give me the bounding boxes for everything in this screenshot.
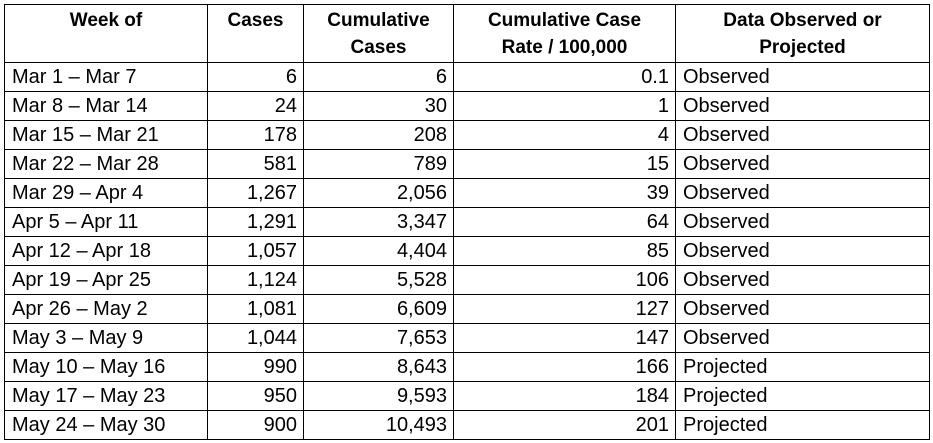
cell-week-of: Apr 19 – Apr 25 [4,265,208,295]
table-header: Week of Cases Cumulative Cases Cumulativ… [4,4,930,63]
cell-cases: 950 [207,381,304,411]
header-cases: Cases [207,4,304,63]
cell-cases: 1,081 [207,294,304,324]
cell-data-status: Observed [675,207,930,237]
cell-cases: 1,291 [207,207,304,237]
cell-case-rate: 147 [453,323,676,353]
cell-cumulative-cases: 8,643 [303,352,454,382]
cell-cumulative-cases: 10,493 [303,410,454,440]
table-body: Mar 1 – Mar 7 6 6 0.1 Observed Mar 8 – Mar 14… [4,62,930,440]
table-row: Mar 8 – Mar 14 24 30 1 Observed [4,91,930,121]
cell-week-of: May 24 – May 30 [4,410,208,440]
cell-data-status: Observed [675,91,930,121]
cell-case-rate: 184 [453,381,676,411]
header-week-of-line-1: Week of [69,10,143,31]
cell-cumulative-cases: 4,404 [303,236,454,266]
cell-cases: 1,267 [207,178,304,208]
table-row: Mar 29 – Apr 4 1,267 2,056 39 Observed [4,178,930,208]
cell-data-status: Observed [675,236,930,266]
cell-case-rate: 15 [453,149,676,179]
cell-week-of: Apr 12 – Apr 18 [4,236,208,266]
table-row: Mar 22 – Mar 28 581 789 15 Observed [4,149,930,179]
table-row: May 3 – May 9 1,044 7,653 147 Observed [4,323,930,353]
cell-week-of: Apr 5 – Apr 11 [4,207,208,237]
cell-week-of: Mar 1 – Mar 7 [4,62,208,92]
cell-cases: 900 [207,410,304,440]
cell-cumulative-cases: 789 [303,149,454,179]
cell-cases: 6 [207,62,304,92]
cell-cumulative-cases: 30 [303,91,454,121]
header-row: Week of Cases Cumulative Cases Cumulativ… [4,4,930,63]
table-row: Apr 19 – Apr 25 1,124 5,528 106 Observed [4,265,930,295]
cell-week-of: Mar 29 – Apr 4 [4,178,208,208]
cell-case-rate: 1 [453,91,676,121]
header-cumulative-cases-line-1: Cumulative [327,10,430,31]
cell-case-rate: 106 [453,265,676,295]
cell-case-rate: 4 [453,120,676,150]
table-row: Mar 15 – Mar 21 178 208 4 Observed [4,120,930,150]
cell-cumulative-cases: 6,609 [303,294,454,324]
cell-cumulative-cases: 2,056 [303,178,454,208]
cell-data-status: Observed [675,294,930,324]
cell-data-status: Observed [675,178,930,208]
cell-cases: 1,044 [207,323,304,353]
table-row: Apr 5 – Apr 11 1,291 3,347 64 Observed [4,207,930,237]
cell-case-rate: 166 [453,352,676,382]
header-week-of: Week of [4,4,208,63]
cell-data-status: Projected [675,352,930,382]
cell-cases: 24 [207,91,304,121]
table-row: Apr 12 – Apr 18 1,057 4,404 85 Observed [4,236,930,266]
cell-cases: 1,124 [207,265,304,295]
cell-data-status: Projected [675,410,930,440]
header-cases-line-1: Cases [227,10,284,31]
cell-week-of: Mar 8 – Mar 14 [4,91,208,121]
cell-data-status: Observed [675,120,930,150]
weekly-cases-table: Week of Cases Cumulative Cases Cumulativ… [4,4,930,440]
cell-week-of: Apr 26 – May 2 [4,294,208,324]
cell-week-of: Mar 22 – Mar 28 [4,149,208,179]
cell-week-of: May 17 – May 23 [4,381,208,411]
table-row: May 10 – May 16 990 8,643 166 Projected [4,352,930,382]
cell-case-rate: 64 [453,207,676,237]
header-cumulative-case-rate-line-2: Rate / 100,000 [501,37,628,58]
header-cumulative-case-rate: Cumulative Case Rate / 100,000 [453,4,676,63]
cell-cumulative-cases: 5,528 [303,265,454,295]
header-cumulative-cases: Cumulative Cases [303,4,454,63]
table-row: May 24 – May 30 900 10,493 201 Projected [4,410,930,440]
cell-cases: 178 [207,120,304,150]
cell-data-status: Projected [675,381,930,411]
cell-case-rate: 127 [453,294,676,324]
cell-cumulative-cases: 9,593 [303,381,454,411]
header-data-observed-line-2: Projected [759,37,846,58]
cell-week-of: May 10 – May 16 [4,352,208,382]
cell-data-status: Observed [675,149,930,179]
cell-case-rate: 0.1 [453,62,676,92]
header-cumulative-cases-line-2: Cases [350,37,407,58]
table-row: May 17 – May 23 950 9,593 184 Projected [4,381,930,411]
cell-cases: 1,057 [207,236,304,266]
cell-data-status: Observed [675,323,930,353]
cell-case-rate: 85 [453,236,676,266]
cell-week-of: Mar 15 – Mar 21 [4,120,208,150]
cell-case-rate: 39 [453,178,676,208]
cell-case-rate: 201 [453,410,676,440]
header-cumulative-case-rate-line-1: Cumulative Case [487,10,642,31]
header-data-observed-or-projected: Data Observed or Projected [675,4,930,63]
cell-data-status: Observed [675,265,930,295]
cell-cumulative-cases: 3,347 [303,207,454,237]
cell-cases: 581 [207,149,304,179]
cell-cumulative-cases: 7,653 [303,323,454,353]
cell-data-status: Observed [675,62,930,92]
header-data-observed-line-1: Data Observed or [723,10,882,31]
cell-cumulative-cases: 6 [303,62,454,92]
cell-cumulative-cases: 208 [303,120,454,150]
table-row: Mar 1 – Mar 7 6 6 0.1 Observed [4,62,930,92]
cell-cases: 990 [207,352,304,382]
cell-week-of: May 3 – May 9 [4,323,208,353]
table-row: Apr 26 – May 2 1,081 6,609 127 Observed [4,294,930,324]
